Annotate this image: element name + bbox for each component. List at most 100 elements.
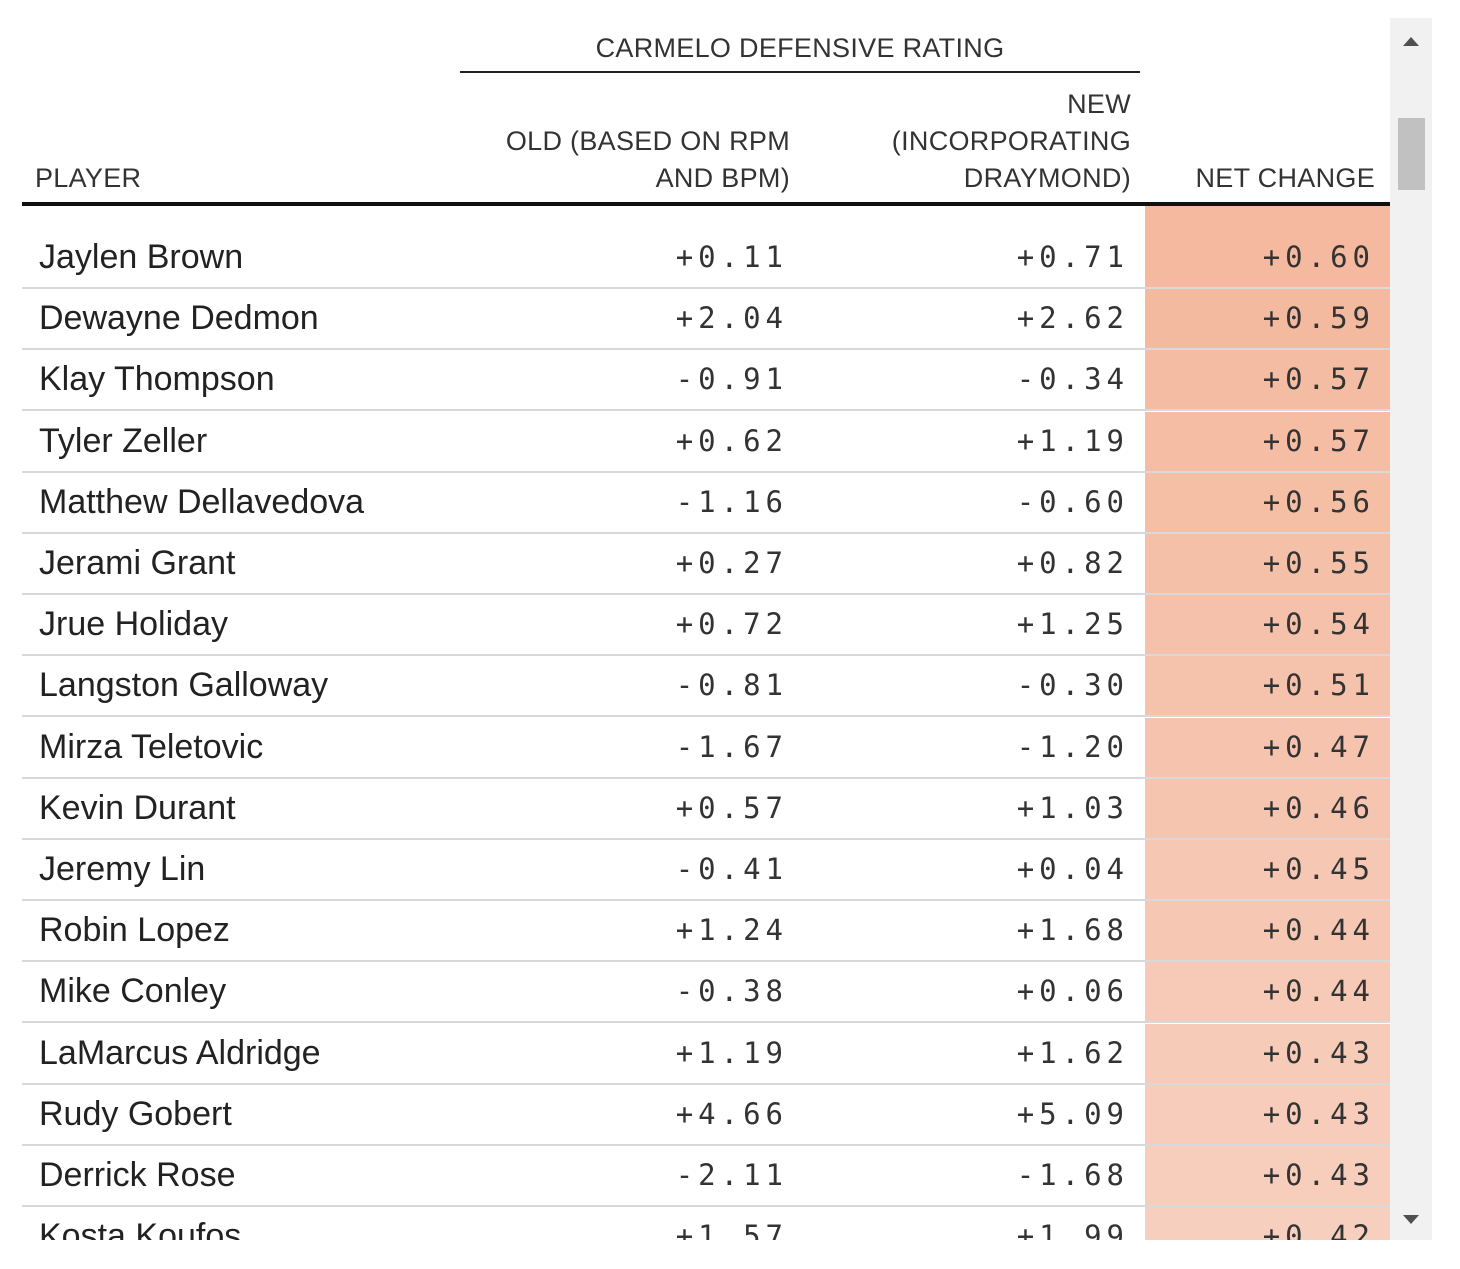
scrollbar-graphics bbox=[1398, 37, 1425, 1224]
table-row: Jaylen Brown +0.11 +0.71 +0.60 bbox=[22, 228, 1390, 289]
table-row: Klay Thompson -0.91 -0.34 +0.57 bbox=[22, 350, 1390, 412]
net-change: +0.43 bbox=[1145, 1023, 1390, 1083]
player-name: Klay Thompson bbox=[39, 360, 275, 399]
player-name: Jaylen Brown bbox=[39, 238, 244, 276]
table-row: Rudy Gobert +4.66 +5.09 +0.43 bbox=[22, 1084, 1390, 1146]
old-rating: +4.66 bbox=[675, 1096, 788, 1131]
old-rating: +2.04 bbox=[675, 301, 788, 336]
new-rating: -0.60 bbox=[1016, 484, 1129, 519]
new-rating: +1.19 bbox=[1016, 423, 1129, 458]
player-name: Robin Lopez bbox=[39, 911, 230, 950]
scrollbar[interactable] bbox=[1390, 18, 1432, 1240]
group-underline bbox=[460, 71, 1140, 73]
net-change: +0.57 bbox=[1145, 350, 1390, 410]
table-body[interactable]: Jaylen Brown +0.11 +0.71 +0.60 Dewayne Dedmo… bbox=[22, 206, 1390, 1240]
player-name: Mike Conley bbox=[39, 972, 227, 1011]
new-rating: +5.09 bbox=[1016, 1096, 1129, 1131]
table-row: Jrue Holiday +0.72 +1.25 +0.54 bbox=[22, 595, 1390, 657]
player-name: Kevin Durant bbox=[39, 788, 236, 827]
net-change: +0.43 bbox=[1145, 1084, 1390, 1144]
table-row: Jeremy Lin -0.41 +0.04 +0.45 bbox=[22, 840, 1390, 901]
old-rating: -0.41 bbox=[675, 852, 788, 886]
old-rating: +1.19 bbox=[675, 1035, 788, 1070]
old-rating: +0.11 bbox=[675, 240, 788, 274]
new-rating: -0.34 bbox=[1016, 362, 1129, 397]
new-rating: -1.20 bbox=[1016, 729, 1129, 764]
old-rating: +0.62 bbox=[675, 423, 788, 458]
new-rating: +1.25 bbox=[1016, 607, 1129, 642]
net-change: +0.51 bbox=[1145, 656, 1390, 716]
net-change: +0.43 bbox=[1145, 1146, 1390, 1205]
column-header: PLAYER bbox=[35, 163, 142, 193]
player-name: Jerami Grant bbox=[39, 544, 236, 582]
player-name: Derrick Rose bbox=[39, 1156, 236, 1194]
old-rating: -1.16 bbox=[675, 484, 788, 519]
new-rating: +0.04 bbox=[1016, 852, 1129, 886]
player-name: Langston Galloway bbox=[39, 666, 329, 705]
net-change: +0.60 bbox=[1145, 228, 1390, 287]
table-row: Derrick Rose -2.11 -1.68 +0.43 bbox=[22, 1146, 1390, 1207]
new-rating: +1.62 bbox=[1016, 1035, 1129, 1070]
table-row: Mike Conley -0.38 +0.06 +0.44 bbox=[22, 962, 1390, 1024]
net-change: +0.42 bbox=[1145, 1207, 1390, 1240]
old-rating: +0.27 bbox=[675, 546, 788, 580]
player-name: Mirza Teletovic bbox=[39, 727, 264, 766]
net-change: +0.45 bbox=[1145, 840, 1390, 899]
old-rating: -1.67 bbox=[675, 729, 788, 764]
old-rating: -0.81 bbox=[675, 668, 788, 703]
new-rating: -1.68 bbox=[1016, 1158, 1129, 1192]
new-rating: +0.71 bbox=[1016, 240, 1129, 274]
new-rating: +1.99 bbox=[1016, 1219, 1129, 1240]
column-header: NEW (INCORPORATING DRAYMOND) bbox=[891, 89, 1131, 193]
column-header: OLD (BASED ON RPM AND BPM) bbox=[505, 126, 790, 193]
new-rating: +2.62 bbox=[1016, 301, 1129, 336]
new-rating: -0.30 bbox=[1016, 668, 1129, 703]
old-rating: +1.24 bbox=[675, 913, 788, 948]
net-change: +0.46 bbox=[1145, 778, 1390, 838]
group-header: CARMELO DEFENSIVE RATING bbox=[595, 33, 1005, 63]
old-rating: -0.38 bbox=[675, 974, 788, 1009]
net-change: +0.56 bbox=[1145, 472, 1390, 532]
table-row: Tyler Zeller +0.62 +1.19 +0.57 bbox=[22, 411, 1390, 473]
player-name: Rudy Gobert bbox=[39, 1094, 232, 1133]
player-name: Kosta Koufos bbox=[39, 1217, 242, 1240]
net-change-cell-bg bbox=[1145, 206, 1390, 228]
table-row: Dewayne Dedmon +2.04 +2.62 +0.59 bbox=[22, 289, 1390, 351]
net-change: +0.47 bbox=[1145, 717, 1390, 777]
player-name: Jeremy Lin bbox=[39, 850, 206, 888]
new-rating: +1.03 bbox=[1016, 790, 1129, 825]
table-row: Jerami Grant +0.27 +0.82 +0.55 bbox=[22, 534, 1390, 595]
player-name: LaMarcus Aldridge bbox=[39, 1033, 321, 1072]
player-name: Tyler Zeller bbox=[39, 421, 208, 460]
new-rating: +0.06 bbox=[1016, 974, 1129, 1009]
old-rating: +0.72 bbox=[675, 607, 788, 642]
header-rule bbox=[22, 202, 1390, 206]
scroll-thumb[interactable] bbox=[1398, 118, 1425, 190]
column-header: NET CHANGE bbox=[1195, 163, 1375, 193]
net-change: +0.44 bbox=[1145, 962, 1390, 1022]
new-rating: +0.82 bbox=[1016, 546, 1129, 580]
table-row: Matthew Dellavedova -1.16 -0.60 +0.56 bbox=[22, 472, 1390, 534]
old-rating: +1.57 bbox=[675, 1219, 788, 1240]
player-name: Matthew Dellavedova bbox=[39, 482, 365, 521]
net-change: +0.44 bbox=[1145, 901, 1390, 961]
net-change: +0.55 bbox=[1145, 534, 1390, 593]
table-row: Langston Galloway -0.81 -0.30 +0.51 bbox=[22, 656, 1390, 718]
table-row: Mirza Teletovic -1.67 -1.20 +0.47 bbox=[22, 717, 1390, 779]
old-rating: +0.57 bbox=[675, 790, 788, 825]
old-rating: -0.91 bbox=[675, 362, 788, 397]
scroll-down-arrow[interactable] bbox=[1403, 1215, 1419, 1224]
player-name: Jrue Holiday bbox=[39, 605, 228, 644]
table-row: LaMarcus Aldridge +1.19 +1.62 +0.43 bbox=[22, 1023, 1390, 1085]
scroll-up-arrow[interactable] bbox=[1403, 37, 1419, 46]
net-change: +0.57 bbox=[1145, 411, 1390, 471]
new-rating: +1.68 bbox=[1016, 913, 1129, 948]
table-row: Kosta Koufos +1.57 +1.99 +0.42 bbox=[22, 1207, 1390, 1240]
net-change: +0.54 bbox=[1145, 595, 1390, 655]
table-row: Kevin Durant +0.57 +1.03 +0.46 bbox=[22, 778, 1390, 840]
old-rating: -2.11 bbox=[675, 1158, 788, 1192]
table-row: Robin Lopez +1.24 +1.68 +0.44 bbox=[22, 901, 1390, 963]
player-name: Dewayne Dedmon bbox=[39, 299, 319, 338]
net-change: +0.59 bbox=[1145, 289, 1390, 349]
